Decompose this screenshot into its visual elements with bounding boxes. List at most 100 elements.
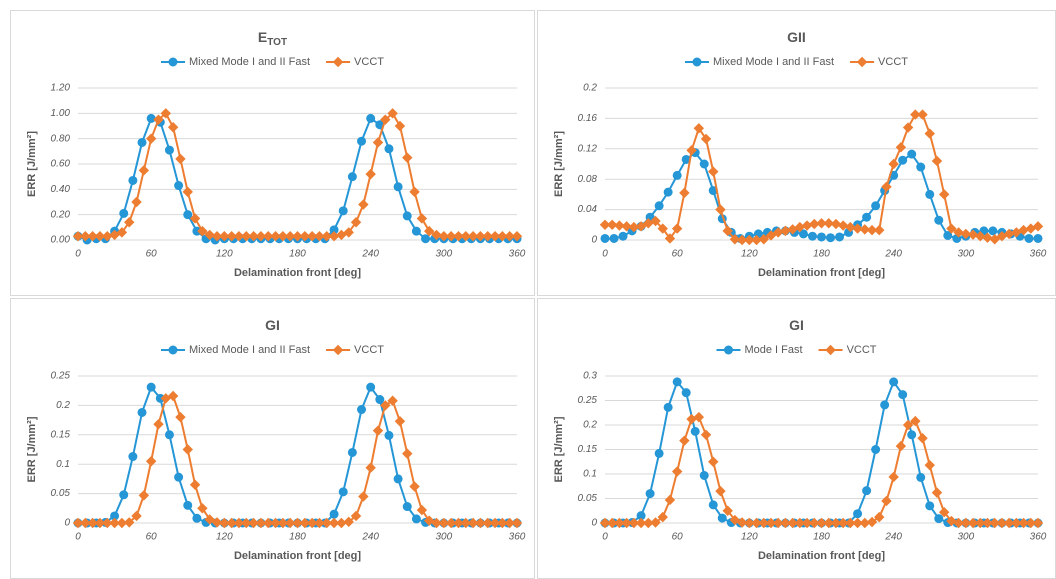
data-point: [350, 217, 362, 228]
data-point: [715, 204, 726, 215]
data-point: [409, 186, 420, 198]
data-point: [357, 136, 367, 146]
x-tick-label: 300: [435, 249, 452, 260]
title-main: GII: [787, 29, 806, 45]
x-tick-label: 360: [1030, 249, 1047, 260]
data-point: [925, 189, 935, 199]
data-point: [138, 490, 150, 501]
data-point: [153, 419, 164, 430]
data-point: [931, 487, 943, 498]
x-tick-label: 120: [216, 532, 233, 543]
data-point: [402, 448, 413, 459]
data-point: [910, 415, 921, 427]
data-point: [475, 230, 486, 242]
data-point: [248, 230, 259, 242]
data-point: [967, 229, 979, 240]
y-tick-label: 0.12: [578, 143, 598, 154]
y-tick-label: 0.80: [51, 133, 71, 144]
data-point: [411, 514, 421, 524]
y-axis-label: ERR [J/mm²]: [26, 416, 38, 482]
x-axis-label: Delamination front [deg]: [758, 550, 885, 562]
data-point: [366, 113, 376, 123]
data-point: [657, 223, 668, 234]
legend-label: Mixed Mode I and II Fast: [189, 56, 310, 68]
x-tick-label: 120: [741, 249, 758, 260]
legend-marker: [856, 56, 868, 68]
data-point: [402, 502, 412, 512]
data-point: [934, 215, 944, 225]
y-tick-label: 0.3: [583, 371, 597, 382]
data-point: [672, 170, 682, 180]
data-point: [751, 517, 762, 529]
data-point: [467, 230, 479, 242]
data-point: [700, 133, 712, 145]
data-point: [645, 489, 655, 499]
data-point: [621, 517, 632, 529]
data-point: [679, 435, 690, 446]
data-point: [989, 234, 1000, 245]
data-point: [699, 470, 709, 480]
data-point: [693, 123, 705, 134]
data-point: [350, 510, 362, 522]
data-point: [650, 215, 661, 227]
data-point: [321, 230, 332, 242]
data-point: [219, 230, 230, 242]
data-point: [387, 395, 398, 406]
data-point: [94, 230, 106, 242]
data-point: [145, 456, 157, 467]
data-point: [211, 230, 223, 242]
y-tick-label: 0.25: [51, 371, 71, 382]
data-point: [475, 517, 486, 529]
data-point: [192, 513, 202, 523]
data-point: [871, 445, 881, 454]
x-tick-label: 240: [884, 532, 902, 543]
data-point: [384, 144, 394, 154]
legend-marker: [825, 344, 836, 356]
data-point: [960, 517, 972, 529]
legend-marker: [168, 345, 178, 355]
data-point: [387, 108, 398, 119]
data-point: [925, 501, 935, 511]
data-point: [116, 227, 128, 238]
data-point: [852, 517, 863, 529]
x-tick-label: 0: [602, 249, 608, 260]
data-point: [607, 219, 618, 231]
data-point: [80, 517, 91, 529]
data-point: [314, 230, 325, 242]
x-tick-label: 120: [741, 532, 758, 543]
data-point: [160, 108, 172, 119]
data-point: [189, 213, 201, 224]
data-point: [938, 507, 950, 518]
data-point: [1032, 517, 1044, 529]
data-point: [299, 517, 311, 529]
data-point: [402, 211, 412, 221]
y-tick-label: 0.04: [578, 204, 598, 215]
data-point: [174, 181, 184, 191]
data-point: [255, 517, 267, 529]
data-point: [975, 230, 986, 242]
legend-label: VCCT: [354, 56, 384, 68]
x-tick-label: 0: [602, 532, 608, 543]
y-tick-label: 0.1: [56, 459, 70, 470]
data-point: [823, 218, 834, 229]
data-point: [600, 233, 610, 243]
data-point: [664, 494, 676, 506]
x-tick-label: 180: [813, 532, 830, 543]
data-point: [736, 517, 748, 528]
y-tick-label: 0.05: [578, 493, 598, 504]
data-point: [119, 208, 129, 218]
data-point: [87, 230, 98, 242]
data-point: [411, 226, 421, 236]
data-point: [681, 388, 691, 398]
data-point: [628, 517, 640, 529]
data-point: [722, 505, 733, 516]
title-main: GI: [265, 317, 280, 333]
data-point: [409, 481, 420, 492]
data-point: [924, 128, 935, 139]
data-point: [145, 133, 157, 144]
data-point: [314, 517, 325, 529]
x-tick-label: 300: [435, 532, 452, 543]
data-point: [306, 230, 318, 242]
y-tick-label: 0: [64, 518, 70, 529]
data-point: [482, 230, 493, 242]
